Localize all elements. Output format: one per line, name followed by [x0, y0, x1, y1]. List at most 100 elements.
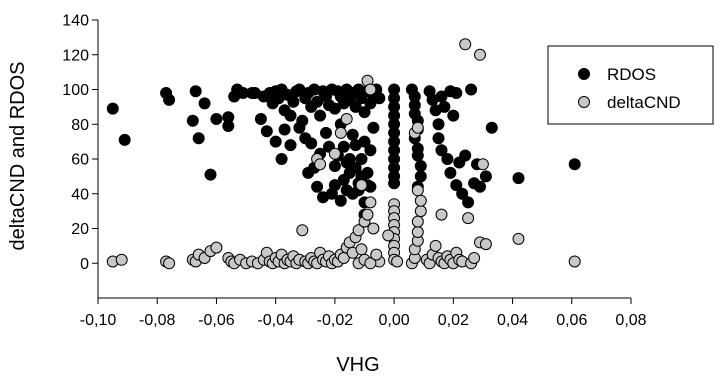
legend-marker-deltacnd [578, 96, 590, 108]
data-point-deltacnd [334, 126, 347, 139]
data-point-deltacnd [364, 257, 377, 270]
data-point-deltacnd [382, 229, 395, 242]
data-point-deltacnd [391, 255, 404, 268]
axes: 0 20 40 60 80 100 120 140 -0,10 -0,08 -0,06 -0,04 -0… [62, 13, 646, 330]
legend-label-deltacnd: deltaCND [607, 93, 681, 112]
data-point-deltacnd [328, 147, 341, 160]
x-tick-label: -0,02 [317, 312, 354, 329]
data-point-rdos [299, 132, 312, 145]
legend-box [547, 45, 714, 125]
data-point-rdos [287, 95, 300, 108]
data-point-rdos [364, 144, 377, 157]
data-point-rdos [186, 114, 199, 127]
data-point-deltacnd [474, 48, 486, 61]
data-point-deltacnd [411, 121, 424, 134]
data-point-deltacnd [429, 239, 442, 252]
data-point-rdos [459, 149, 472, 162]
y-tick-label: 120 [62, 47, 89, 64]
data-point-rdos [314, 109, 327, 122]
series-deltacnd [106, 38, 581, 270]
data-point-deltacnd [468, 252, 481, 264]
data-point-rdos [349, 161, 362, 174]
data-point-deltacnd [411, 215, 424, 228]
data-point-rdos [479, 170, 492, 183]
data-point-rdos [328, 160, 341, 172]
data-point-rdos [269, 135, 282, 148]
data-point-rdos [293, 121, 306, 134]
x-axis-title: VHG [336, 354, 379, 376]
x-tick-label: -0,04 [257, 312, 294, 329]
y-tick-label: 0 [80, 256, 89, 273]
data-point-rdos [311, 95, 324, 108]
data-point-rdos [210, 113, 223, 125]
data-point-rdos [311, 180, 324, 193]
data-point-rdos [444, 166, 457, 179]
data-point-deltacnd [355, 243, 368, 256]
data-point-deltacnd [163, 257, 176, 270]
data-point-rdos [254, 113, 267, 125]
data-point-rdos [222, 120, 235, 132]
x-tick-label: -0,08 [139, 312, 176, 329]
data-point-rdos [343, 153, 356, 165]
data-point-deltacnd [115, 253, 128, 266]
x-tick-label: 0,08 [615, 312, 646, 329]
data-point-deltacnd [364, 83, 377, 96]
legend-marker-rdos [578, 68, 590, 80]
data-point-deltacnd [361, 208, 374, 221]
x-tick-label: 0,06 [556, 312, 587, 329]
data-point-deltacnd [476, 158, 489, 171]
y-tick-label: 60 [71, 152, 89, 169]
x-tick-label: -0,10 [80, 312, 117, 329]
data-point-rdos [432, 132, 445, 145]
legend-label-rdos: RDOS [607, 65, 656, 84]
series-rdos [106, 83, 581, 221]
data-point-rdos [485, 121, 498, 134]
data-point-rdos [337, 140, 350, 153]
data-point-deltacnd [210, 241, 223, 254]
x-tick-label: 0,04 [497, 312, 528, 329]
data-point-rdos [106, 102, 119, 115]
data-point-deltacnd [367, 222, 380, 235]
y-tick-label: 100 [62, 82, 89, 99]
data-point-rdos [346, 128, 359, 141]
data-point-rdos [512, 172, 525, 185]
data-point-deltacnd [364, 196, 377, 209]
y-tick-label: 40 [71, 186, 89, 203]
data-point-rdos [438, 100, 451, 113]
data-point-rdos [367, 121, 380, 134]
data-point-rdos [432, 118, 445, 131]
data-point-deltacnd [414, 194, 427, 207]
y-tick-label: 20 [71, 221, 89, 238]
data-point-rdos [260, 125, 273, 138]
data-point-rdos [334, 194, 347, 207]
data-point-rdos [456, 187, 469, 200]
data-point-rdos [450, 87, 463, 99]
data-point-deltacnd [411, 184, 424, 197]
x-tick-label: 0,00 [379, 312, 410, 329]
data-point-rdos [465, 83, 478, 96]
data-point-rdos [118, 133, 131, 146]
data-point-rdos [320, 126, 332, 139]
data-point-rdos [474, 180, 486, 193]
y-axis-title: deltaCND and RDOS [7, 62, 29, 251]
data-point-rdos [414, 160, 427, 172]
data-point-rdos [358, 135, 371, 148]
data-point-rdos [275, 153, 288, 165]
data-point-deltacnd [459, 38, 472, 51]
data-point-rdos [337, 173, 350, 186]
data-point-rdos [435, 144, 448, 157]
data-point-deltacnd [414, 205, 427, 218]
data-point-rdos [349, 100, 362, 113]
data-point-rdos [462, 196, 475, 209]
data-point-deltacnd [435, 208, 448, 221]
data-point-deltacnd [512, 232, 525, 245]
data-point-deltacnd [411, 226, 424, 238]
data-point-rdos [450, 179, 463, 192]
data-point-rdos [278, 123, 291, 136]
data-point-rdos [189, 85, 202, 98]
data-point-rdos [447, 109, 460, 122]
data-point-rdos [192, 132, 205, 145]
data-point-deltacnd [462, 212, 475, 225]
data-point-rdos [302, 166, 315, 179]
